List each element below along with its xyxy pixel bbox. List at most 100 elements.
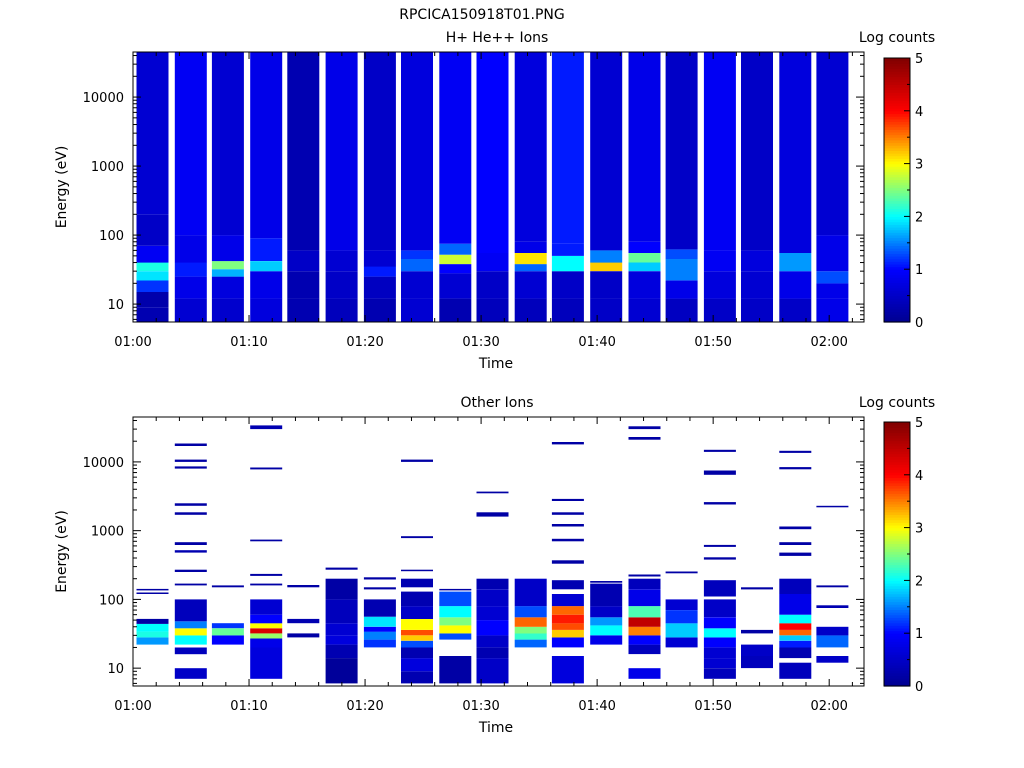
heatmap-cell: [250, 573, 283, 576]
heatmap-cell: [779, 640, 812, 648]
heatmap-cell: [779, 614, 812, 624]
heatmap-cell: [779, 467, 812, 470]
colorbar-segment: [884, 535, 910, 539]
y-axis-label: Energy (eV): [54, 146, 70, 229]
colorbar-segment: [884, 445, 910, 449]
heatmap-cell: [174, 443, 207, 446]
colorbar-segment: [884, 543, 910, 547]
colorbar-segment: [884, 641, 910, 645]
colorbar-segment: [884, 73, 910, 78]
colorbar-segment: [884, 432, 910, 436]
colorbar-segment: [884, 219, 910, 223]
colorbar-segment: [884, 583, 910, 587]
colorbar-segment: [884, 546, 910, 550]
heatmap-cell: [476, 589, 509, 607]
colorbar-segment: [884, 279, 910, 283]
colorbar-segment: [884, 274, 910, 278]
heatmap-cell: [174, 512, 207, 515]
heatmap-cell: [628, 262, 661, 272]
colorbar-segment: [884, 118, 910, 122]
colorbar-segment: [884, 271, 910, 276]
colorbar-segment: [884, 208, 910, 212]
x-tick-label: 01:50: [694, 335, 731, 350]
heatmap-cell: [174, 276, 207, 299]
heatmap-cell: [401, 459, 433, 462]
heatmap-cell: [287, 250, 320, 272]
heatmap-cell: [590, 583, 623, 607]
heatmap-cell: [401, 578, 433, 588]
colorbar-segment: [884, 427, 910, 431]
colorbar-segment: [884, 527, 910, 531]
colorbar-segment: [884, 601, 910, 605]
y-tick-label: 100: [99, 593, 124, 608]
heatmap-cell: [816, 235, 849, 272]
colorbar-segment: [884, 226, 910, 231]
heatmap-cell: [590, 606, 623, 618]
y-tick-label: 100: [99, 229, 124, 244]
colorbar-tick-label: 0: [915, 316, 923, 331]
colorbar-segment: [884, 89, 910, 93]
colorbar-segment: [884, 662, 910, 666]
heatmap-cell: [703, 250, 736, 272]
heatmap-cell: [665, 249, 698, 259]
heatmap-cell: [816, 505, 849, 508]
heatmap-cell: [287, 298, 320, 322]
colorbar-segment: [884, 232, 910, 236]
colorbar-segment: [884, 437, 910, 442]
colorbar-segment: [884, 474, 910, 479]
colorbar-segment: [884, 131, 910, 136]
heatmap-cell: [401, 271, 433, 299]
heatmap-cell: [401, 618, 433, 630]
colorbar-segment: [884, 548, 910, 552]
heatmap-cell: [136, 618, 169, 624]
colorbar-segment: [884, 155, 910, 159]
colorbar-segment: [884, 87, 910, 91]
colorbar-segment: [884, 195, 910, 199]
colorbar-segment: [884, 503, 910, 508]
colorbar-segment: [884, 108, 910, 112]
colorbar-segment: [884, 79, 910, 83]
heatmap-cell: [514, 606, 547, 618]
colorbar-segment: [884, 234, 910, 239]
heatmap-cell: [551, 623, 584, 630]
heatmap-cell: [401, 298, 433, 322]
colorbar-segment: [884, 683, 910, 687]
colorbar-segment: [884, 517, 910, 521]
colorbar-segment: [884, 81, 910, 85]
heatmap-cell: [816, 656, 849, 663]
heatmap-cell: [514, 271, 547, 299]
colorbar-segment: [884, 429, 910, 434]
heatmap-cell: [514, 617, 547, 627]
heatmap-cell: [665, 259, 698, 281]
colorbar-segment: [884, 604, 910, 608]
heatmap-cell: [476, 606, 509, 621]
colorbar-segment: [884, 620, 910, 624]
colorbar-segment: [884, 630, 910, 634]
colorbar-segment: [884, 200, 910, 204]
heatmap-cell: [363, 626, 396, 632]
colorbar-segment: [884, 205, 910, 210]
colorbar-segment: [884, 94, 910, 99]
heatmap-cell: [665, 298, 698, 322]
colorbar-segment: [884, 422, 910, 426]
colorbar-segment: [884, 659, 910, 663]
colorbar-segment: [884, 150, 910, 154]
heatmap-cell: [136, 245, 169, 263]
heatmap-cell: [628, 426, 661, 430]
colorbar-segment: [884, 203, 910, 207]
colorbar-segment: [884, 551, 910, 555]
heatmap-cell: [665, 52, 698, 250]
colorbar-segment: [884, 250, 910, 254]
heatmap-cell: [779, 253, 812, 272]
colorbar-segment: [884, 76, 910, 80]
heatmap-cell: [174, 542, 207, 545]
heatmap-cell: [590, 625, 623, 636]
colorbar-segment: [884, 190, 910, 194]
heatmap-cell: [250, 583, 283, 586]
heatmap-cell: [250, 271, 283, 299]
colorbar-segment: [884, 240, 910, 244]
heatmap-cell: [514, 253, 547, 265]
heatmap-cell: [476, 491, 509, 494]
heatmap-cell: [325, 298, 358, 322]
heatmap-cell: [287, 618, 320, 624]
